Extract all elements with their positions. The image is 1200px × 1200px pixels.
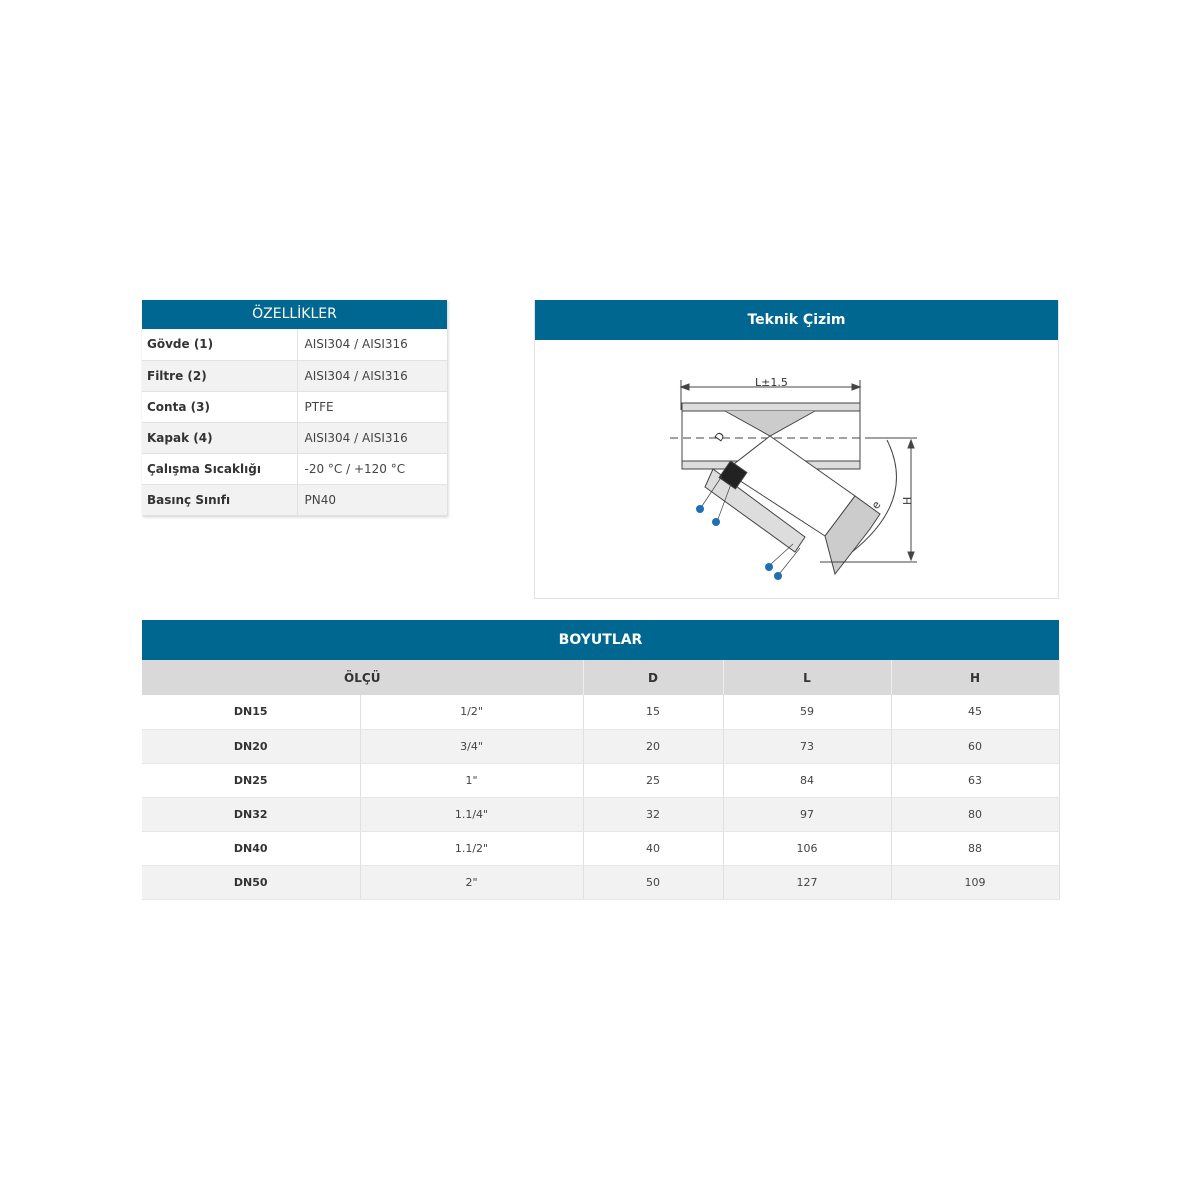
inch-size: 3/4" [360, 729, 584, 764]
inch-size: 1.1/2" [360, 831, 584, 866]
table-row: DN32 1.1/4" 32 97 80 [142, 797, 1060, 832]
column-header-d: D [583, 660, 724, 695]
y-strainer-drawing: L±1.5 D H e [670, 376, 917, 580]
table-row: Basınç Sınıfı PN40 [142, 484, 447, 516]
table-row: DN15 1/2" 15 59 45 [142, 695, 1060, 730]
table-row: Conta (3) PTFE [142, 391, 447, 423]
l-value: 84 [723, 763, 892, 798]
table-row: DN50 2" 50 127 109 [142, 865, 1060, 900]
callout-3 [765, 563, 773, 571]
spec-value: AISI304 / AISI316 [297, 329, 447, 361]
d-value: 40 [583, 831, 724, 866]
dimensions-table: BOYUTLAR ÖLÇÜ D L H DN15 1/2" 15 59 45 DN20 3/… [142, 620, 1060, 900]
table-row: Çalışma Sıcaklığı -20 °C / +120 °C [142, 453, 447, 485]
table-header-row: ÖLÇÜ D L H [142, 660, 1060, 695]
d-value: 25 [583, 763, 724, 798]
h-value: 60 [891, 729, 1060, 764]
spec-label: Kapak (4) [142, 422, 298, 454]
column-header-l: L [723, 660, 892, 695]
h-value: 88 [891, 831, 1060, 866]
table-row: DN40 1.1/2" 40 106 88 [142, 831, 1060, 866]
l-value: 73 [723, 729, 892, 764]
spec-value: AISI304 / AISI316 [297, 422, 447, 454]
spec-label: Filtre (2) [142, 360, 298, 392]
callout-1 [696, 505, 704, 513]
d-value: 15 [583, 695, 724, 730]
spec-value: -20 °C / +120 °C [297, 453, 447, 485]
table-row: Kapak (4) AISI304 / AISI316 [142, 422, 447, 454]
h-value: 63 [891, 763, 1060, 798]
h-value: 45 [891, 695, 1060, 730]
table-row: DN25 1" 25 84 63 [142, 763, 1060, 798]
height-label: H [901, 497, 914, 505]
spec-label: Gövde (1) [142, 329, 298, 361]
inch-size: 1.1/4" [360, 797, 584, 832]
d-value: 20 [583, 729, 724, 764]
callout-2 [712, 518, 720, 526]
dn-size: DN20 [142, 729, 361, 764]
dn-size: DN25 [142, 763, 361, 798]
drawing-title: Teknik Çizim [535, 300, 1058, 340]
dn-size: DN32 [142, 797, 361, 832]
inch-size: 1" [360, 763, 584, 798]
l-value: 106 [723, 831, 892, 866]
spec-label: Basınç Sınıfı [142, 484, 298, 516]
dn-size: DN15 [142, 695, 361, 730]
h-value: 80 [891, 797, 1060, 832]
h-value: 109 [891, 865, 1060, 900]
length-label: L±1.5 [755, 376, 788, 389]
l-value: 59 [723, 695, 892, 730]
dn-size: DN50 [142, 865, 361, 900]
dn-size: DN40 [142, 831, 361, 866]
technical-drawing-panel: Teknik Çizim L±1.5 D H e [534, 300, 1059, 599]
specs-table: ÖZELLİKLER Gövde (1) AISI304 / AISI316 Fi… [142, 300, 447, 516]
callout-4 [774, 572, 782, 580]
column-header-size: ÖLÇÜ [142, 660, 584, 695]
table-row: DN20 3/4" 20 73 60 [142, 729, 1060, 764]
d-value: 50 [583, 865, 724, 900]
column-header-h: H [891, 660, 1060, 695]
table-row: Filtre (2) AISI304 / AISI316 [142, 360, 447, 392]
spec-value: PN40 [297, 484, 447, 516]
spec-value: PTFE [297, 391, 447, 423]
diameter-label: D [712, 430, 728, 444]
specs-title: ÖZELLİKLER [142, 300, 447, 329]
table-row: Gövde (1) AISI304 / AISI316 [142, 329, 447, 361]
l-value: 97 [723, 797, 892, 832]
l-value: 127 [723, 865, 892, 900]
dimensions-title: BOYUTLAR [142, 620, 1059, 660]
spec-label: Conta (3) [142, 391, 298, 423]
spec-label: Çalışma Sıcaklığı [142, 453, 298, 485]
inch-size: 2" [360, 865, 584, 900]
spec-value: AISI304 / AISI316 [297, 360, 447, 392]
inch-size: 1/2" [360, 695, 584, 730]
d-value: 32 [583, 797, 724, 832]
